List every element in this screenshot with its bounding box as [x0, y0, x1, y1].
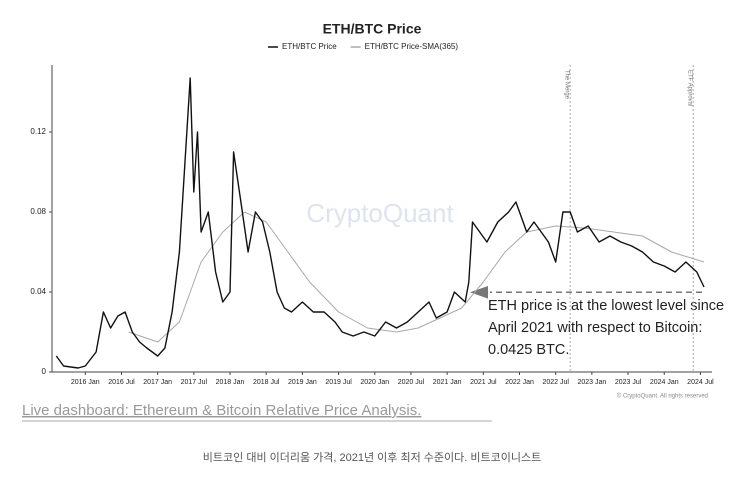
x-tick-label: 2022 Jan	[505, 379, 534, 386]
dashboard-link[interactable]: Live dashboard: Ethereum & Bitcoin Relat…	[22, 402, 421, 419]
x-tick-label: 2017 Jan	[143, 379, 172, 386]
x-tick-label: 2016 Jan	[71, 379, 100, 386]
legend-label: ETH/BTC Price-SMA(365)	[365, 42, 459, 51]
x-tick-label: 2017 Jul	[181, 379, 208, 386]
x-tick-label: 2018 Jan	[216, 379, 245, 386]
watermark: CryptoQuant	[306, 198, 454, 228]
x-tick-label: 2022 Jul	[542, 379, 569, 386]
x-tick-label: 2019 Jan	[288, 379, 317, 386]
y-tick-label: 0.12	[30, 127, 46, 136]
x-tick-label: 2020 Jul	[398, 379, 425, 386]
x-tick-label: 2019 Jul	[325, 379, 352, 386]
x-tick-label: 2024 Jan	[650, 379, 679, 386]
legend-label: ETH/BTC Price	[282, 42, 337, 51]
y-tick-label: 0	[42, 367, 47, 376]
annotation-line: ETH price is at the lowest level since	[488, 298, 724, 314]
x-tick-label: 2023 Jul	[615, 379, 642, 386]
x-tick-label: 2023 Jan	[577, 379, 606, 386]
x-tick-label: 2020 Jan	[360, 379, 389, 386]
chart-title: ETH/BTC Price	[323, 21, 422, 37]
x-tick-label: 2018 Jul	[253, 379, 280, 386]
series-line	[55, 77, 705, 369]
x-tick-label: 2021 Jan	[433, 379, 462, 386]
caption: 비트코인 대비 이더리움 가격, 2021년 이후 최저 수준이다. 비트코이니…	[203, 451, 541, 464]
annotation-line: 0.0425 BTC.	[488, 342, 569, 358]
event-label: ETF Approval	[687, 70, 693, 106]
x-tick-label: 2016 Jul	[108, 379, 135, 386]
x-tick-label: 2021 Jul	[470, 379, 497, 386]
event-label: The Merge	[564, 70, 570, 100]
x-tick-label: 2024 Jul	[687, 379, 714, 386]
annotation-line: April 2021 with respect to Bitcoin:	[488, 320, 702, 336]
arrow-head	[470, 286, 488, 299]
y-tick-label: 0.08	[30, 207, 46, 216]
y-tick-label: 0.04	[30, 287, 46, 296]
copyright: © CryptoQuant. All rights reserved	[617, 393, 708, 400]
